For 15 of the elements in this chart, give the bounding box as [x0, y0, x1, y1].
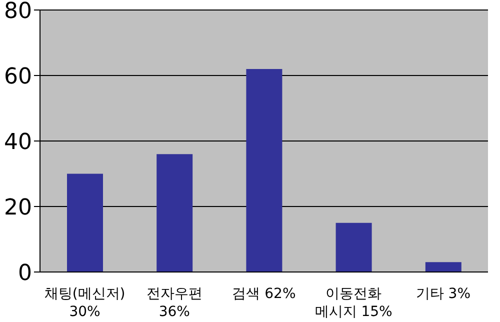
y-tick-label: 80 [4, 0, 32, 24]
y-tick-label: 0 [18, 260, 32, 286]
x-tick-label: 검색 62% [232, 286, 296, 302]
x-tick-label: 전자우편 36% [146, 286, 202, 320]
bar [336, 222, 372, 272]
y-tick-label: 40 [4, 130, 32, 155]
y-tick-label: 60 [4, 64, 32, 90]
bar [425, 262, 462, 272]
y-tick-label: 20 [4, 195, 32, 220]
bar [156, 154, 193, 272]
x-tick-label: 채팅(메신저) 30% [44, 286, 126, 320]
bar [67, 174, 103, 272]
x-tick-label: 기타 3% [416, 286, 471, 302]
x-tick-label: 이동전화 메시지 15% [314, 286, 392, 320]
bar [246, 68, 282, 272]
